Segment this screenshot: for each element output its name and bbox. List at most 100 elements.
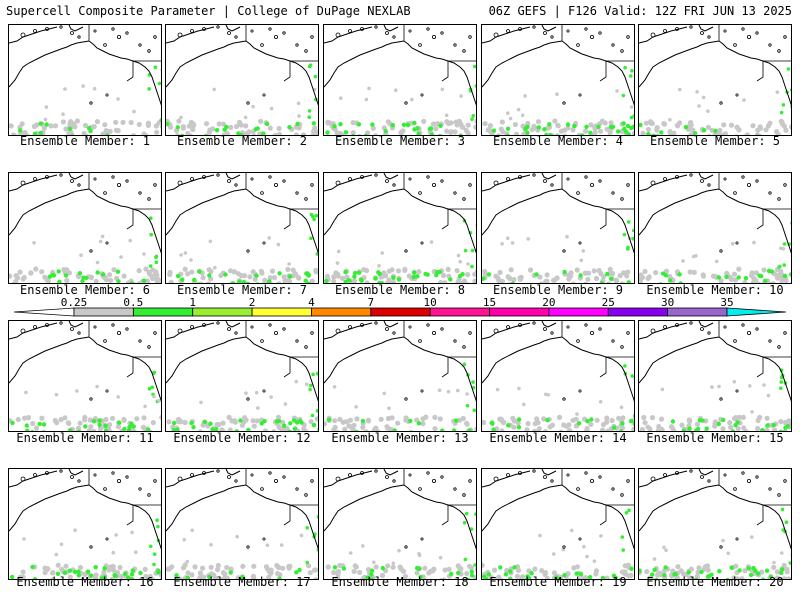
scp-field-cell xyxy=(416,131,421,135)
scp-field-cell xyxy=(60,119,66,125)
scp-field-cell xyxy=(145,281,151,283)
scp-field-cell xyxy=(383,273,389,279)
scp-field-cell xyxy=(780,507,785,512)
scp-field-cell xyxy=(524,427,530,431)
scp-field-cell xyxy=(622,571,628,577)
scp-field-cell xyxy=(778,419,784,425)
scp-field-cell xyxy=(116,97,120,101)
scp-field-cell xyxy=(10,574,15,579)
scp-field-cell xyxy=(699,569,704,575)
scp-field-cell xyxy=(663,268,670,274)
island-outline xyxy=(227,179,231,183)
scp-field-cell xyxy=(456,388,460,393)
scp-field-cell xyxy=(444,113,449,118)
scp-field-cell xyxy=(294,570,299,575)
scp-field-cell xyxy=(664,548,668,553)
island-outline xyxy=(45,323,49,327)
scp-field-cell xyxy=(620,535,625,539)
scp-field-cell xyxy=(668,424,674,430)
scp-field-cell xyxy=(281,274,287,280)
scp-field-cell xyxy=(732,277,739,283)
scp-field-cell xyxy=(286,565,292,571)
scp-field-cell xyxy=(67,126,73,131)
island-outline xyxy=(260,339,264,343)
scp-field-cell xyxy=(473,124,476,130)
scp-field-cell xyxy=(623,65,627,70)
scp-field-cell xyxy=(602,120,608,126)
scp-field-cell xyxy=(763,278,768,283)
island-outline xyxy=(408,177,412,181)
scp-field-cell xyxy=(774,275,781,281)
island-outline xyxy=(689,25,693,29)
scp-field-cell xyxy=(38,130,43,135)
scp-field-cell xyxy=(506,423,511,428)
scp-field-cell xyxy=(152,370,157,375)
scp-field-cell xyxy=(731,241,735,246)
coastline xyxy=(225,173,241,180)
island-outline xyxy=(304,493,308,497)
scp-field-cell xyxy=(79,253,83,257)
scp-field-cell xyxy=(430,121,436,127)
scp-field-cell xyxy=(544,132,549,135)
island-outline xyxy=(432,34,437,39)
colorbar-tick-label: 10 xyxy=(424,296,437,309)
island-outline xyxy=(453,191,457,195)
scp-field-cell xyxy=(597,128,604,134)
scp-field-cell xyxy=(347,417,353,423)
scp-field-cell xyxy=(585,419,590,424)
island-outline xyxy=(650,476,656,482)
island-outline xyxy=(620,493,624,497)
scp-field-cell xyxy=(458,133,463,135)
island-outline xyxy=(578,537,582,541)
colorbar-segment xyxy=(132,307,194,317)
scp-field-cell xyxy=(790,105,791,109)
scp-field-cell xyxy=(395,268,402,274)
scp-field-cell xyxy=(437,388,442,392)
scp-field-cell xyxy=(733,423,738,428)
scp-field-cell xyxy=(753,568,758,573)
island-outline xyxy=(735,93,739,97)
scp-field-cell xyxy=(790,281,791,283)
scp-field-cell xyxy=(388,280,394,283)
scp-field-cell xyxy=(744,132,751,135)
scp-field-cell xyxy=(10,420,15,426)
scp-field-cell xyxy=(160,576,161,579)
scp-field-cell xyxy=(146,427,151,431)
island-outline xyxy=(590,182,595,187)
island-outline xyxy=(590,34,595,39)
scp-field-cell xyxy=(691,254,696,259)
coastline xyxy=(639,40,720,88)
scp-field-cell xyxy=(32,131,38,135)
scp-field-cell xyxy=(52,123,59,129)
scp-field-cell xyxy=(24,133,29,135)
colorbar-segment xyxy=(548,307,609,317)
island-outline xyxy=(768,43,772,47)
scp-field-cell xyxy=(297,114,301,118)
scp-field-cell xyxy=(350,120,356,126)
scp-field-cell xyxy=(529,571,534,576)
scp-field-cell xyxy=(722,131,728,135)
scp-field-cell xyxy=(755,571,761,576)
scp-field-cell xyxy=(308,63,313,67)
coastline xyxy=(9,336,90,384)
scp-field-cell xyxy=(527,267,534,273)
scp-field-cell xyxy=(511,424,517,430)
scp-field-cell xyxy=(599,280,604,283)
scp-field-cell xyxy=(251,423,257,429)
scp-field-cell xyxy=(631,237,634,241)
coastline xyxy=(9,26,58,44)
island-outline xyxy=(392,183,396,187)
scp-field-cell xyxy=(207,273,212,278)
scp-field-cell xyxy=(160,124,161,129)
scp-field-cell xyxy=(271,429,277,431)
scp-field-cell xyxy=(781,103,786,107)
scp-field-cell xyxy=(422,565,428,571)
scp-field-cell xyxy=(212,87,216,92)
scp-field-cell xyxy=(487,123,493,129)
island-outline xyxy=(768,487,772,491)
scp-field-cell xyxy=(231,269,237,275)
scp-field-cell xyxy=(474,84,476,88)
scp-field-cell xyxy=(126,576,132,579)
scp-field-cell xyxy=(752,240,756,245)
map-canvas xyxy=(482,25,634,135)
